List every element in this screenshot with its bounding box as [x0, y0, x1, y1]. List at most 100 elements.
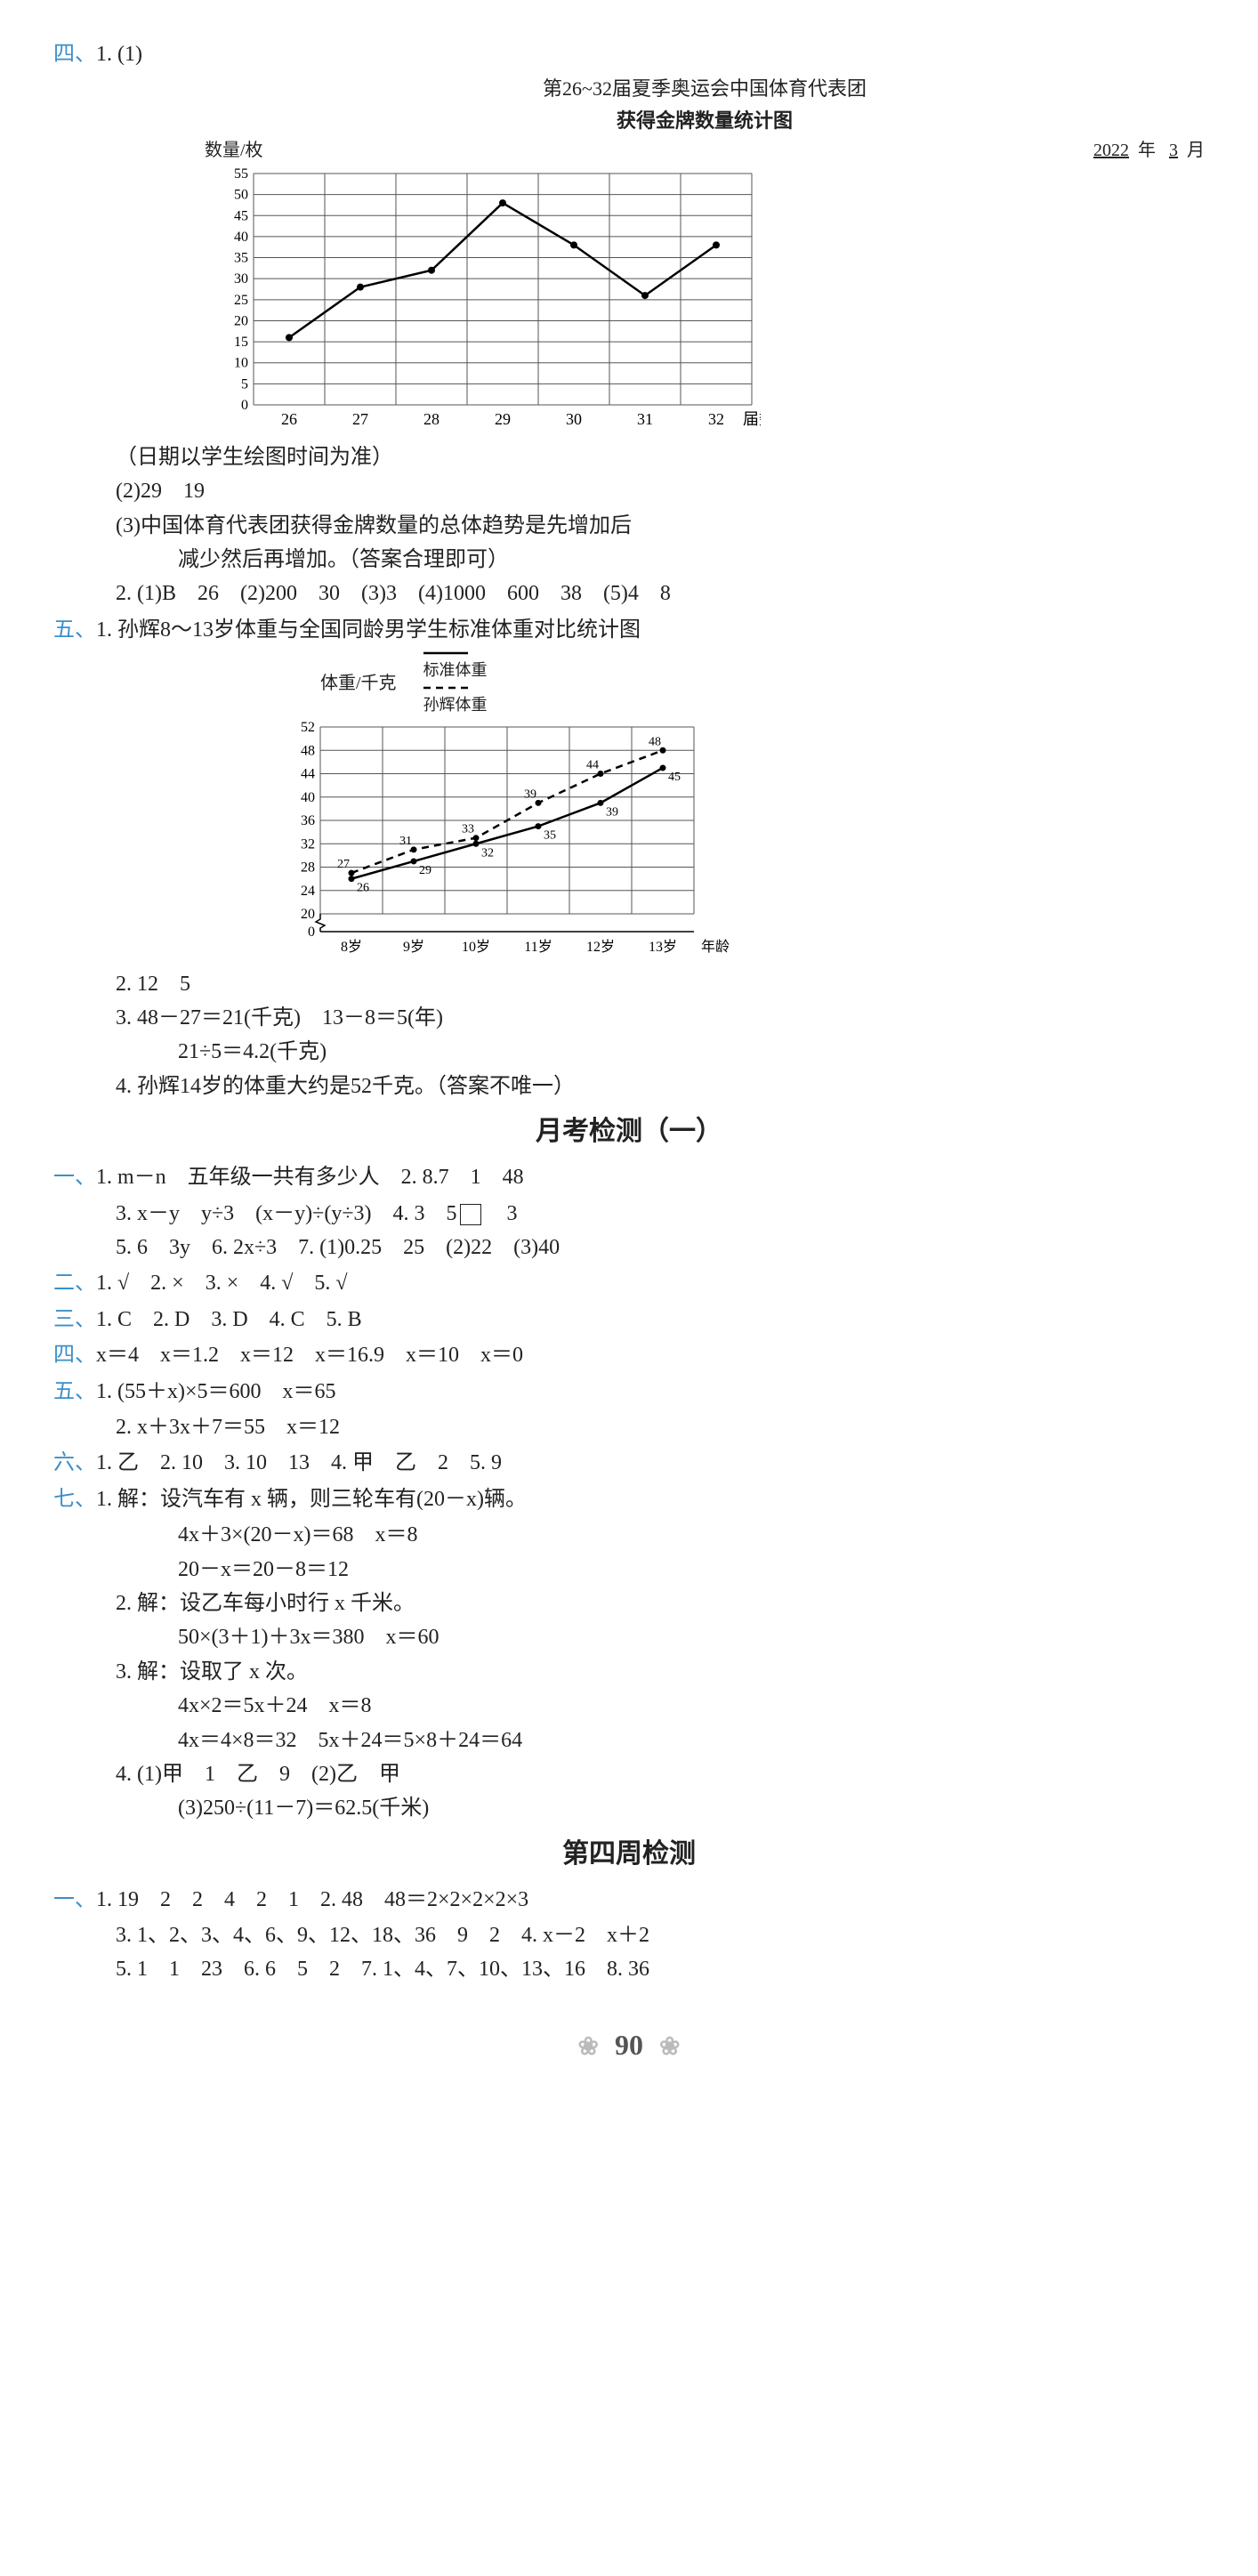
svg-text:40: 40 [234, 230, 248, 245]
svg-text:35: 35 [234, 250, 248, 265]
svg-text:0: 0 [308, 925, 315, 940]
chart1-year: 2022 [1085, 141, 1138, 160]
m-s1-l5: 5. 6 3y 6. 2x÷3 7. (1)0.25 25 (2)22 (3)4… [53, 1231, 1205, 1264]
w4-s1: 一、 1. 19 2 2 4 2 1 2. 48 48＝2×2×2×2×3 [53, 1883, 1205, 1917]
w4-s1-l1: 1. 19 2 2 4 2 1 2. 48 48＝2×2×2×2×3 [96, 1883, 528, 1917]
svg-text:44: 44 [301, 766, 315, 781]
page-number-value: 90 [615, 2029, 643, 2061]
svg-text:10: 10 [234, 355, 248, 370]
chart1-svg: 051015202530354045505526272829303132届数 [205, 165, 761, 440]
svg-text:29: 29 [495, 410, 511, 428]
m-s1-label: 一、 [53, 1160, 96, 1194]
m-s7-l1a: 4x＋3×(20－x)＝68 x＝8 [53, 1518, 1205, 1552]
chart1-container: 第26~32届夏季奥运会中国体育代表团 获得金牌数量统计图 数量/枚 2022年… [205, 73, 1205, 440]
svg-text:44: 44 [586, 758, 599, 771]
m-s5-l1: 1. (55＋x)×5＝600 x＝65 [96, 1375, 336, 1409]
m-s1-l1: 1. m－n 五年级一共有多少人 2. 8.7 1 48 [96, 1160, 524, 1194]
svg-text:26: 26 [357, 881, 369, 894]
sec4-label: 四、 [53, 37, 96, 71]
svg-text:12岁: 12岁 [586, 939, 615, 955]
m-s6-l: 1. 乙 2. 10 3. 10 13 4. 甲 乙 2 5. 9 [96, 1446, 502, 1480]
m-s7-l3: 3. 解：设取了 x 次。 [53, 1655, 1205, 1689]
svg-text:20: 20 [301, 907, 315, 922]
chart1-title1: 第26~32届夏季奥运会中国体育代表团 [205, 73, 1205, 104]
svg-text:25: 25 [234, 293, 248, 308]
m-s3: 三、 1. C 2. D 3. D 4. C 5. B [53, 1303, 1205, 1336]
m-s5-l2: 2. x＋3x＋7＝55 x＝12 [53, 1410, 1205, 1444]
chart2-yaxis-label: 体重/千克 [320, 669, 397, 698]
sec4-1-3b: 减少然后再增加。（答案合理即可） [53, 543, 1205, 577]
m-s2-l: 1. √ 2. × 3. × 4. √ 5. √ [96, 1266, 348, 1300]
chart1-yaxis-label: 数量/枚 [205, 136, 263, 165]
m-s7-l3b: 4x＝4×8＝32 5x＋24＝5×8＋24＝64 [53, 1724, 1205, 1757]
sec5-1-label: 1. [96, 613, 112, 647]
svg-text:45: 45 [668, 771, 681, 784]
m-s5: 五、 1. (55＋x)×5＝600 x＝65 [53, 1375, 1205, 1409]
svg-text:28: 28 [301, 860, 315, 875]
chart1-date: 2022年 3月 [1085, 136, 1205, 165]
m-s7-l3a: 4x×2＝5x＋24 x＝8 [53, 1689, 1205, 1723]
sec4-1-1-label: (1) [117, 37, 142, 71]
chart2-legend: 标准体重 孙辉体重 [423, 649, 488, 718]
svg-text:10岁: 10岁 [462, 939, 490, 955]
svg-text:30: 30 [234, 271, 248, 287]
deco-left: ❀ [569, 2033, 608, 2061]
svg-text:39: 39 [606, 805, 618, 819]
svg-text:27: 27 [352, 410, 368, 428]
sec5-4: 4. 孙辉14岁的体重大约是52千克。（答案不唯一） [53, 1070, 1205, 1103]
sec4-header: 四、 1. (1) [53, 37, 1205, 71]
svg-text:15: 15 [234, 335, 248, 350]
week4-heading: 第四周检测 [53, 1833, 1205, 1876]
m-s7-label: 七、 [53, 1482, 96, 1516]
chart2-container: 体重/千克 标准体重 孙辉体重 20242832364044485208岁9岁1… [276, 649, 1205, 967]
svg-text:32: 32 [301, 836, 315, 852]
svg-text:24: 24 [301, 883, 315, 898]
m-s1-l3: 3. x－y y÷3 (x－y)÷(y÷3) 4. 3 5 3 [53, 1197, 1205, 1231]
svg-text:27: 27 [337, 858, 350, 871]
sec5-3b: 21÷5＝4.2(千克) [53, 1035, 1205, 1069]
svg-text:39: 39 [524, 787, 536, 801]
m-s4-label: 四、 [53, 1338, 96, 1372]
sec5-3a: 3. 48－27＝21(千克) 13－8＝5(年) [53, 1001, 1205, 1035]
page-number: ❀ 90 ❀ [53, 2023, 1205, 2068]
svg-text:5: 5 [241, 376, 248, 392]
svg-text:13岁: 13岁 [649, 939, 677, 955]
svg-text:30: 30 [566, 410, 582, 428]
m-s5-label: 五、 [53, 1375, 96, 1409]
w4-s1-l5: 5. 1 1 23 6. 6 5 2 7. 1、4、7、10、13、16 8. … [53, 1952, 1205, 1986]
m-s7-l1: 1. 解：设汽车有 x 辆，则三轮车有(20－x)辆。 [96, 1482, 527, 1516]
chart1-title2: 获得金牌数量统计图 [205, 105, 1205, 136]
m-s3-label: 三、 [53, 1303, 96, 1336]
sec5-label: 五、 [53, 613, 96, 647]
sec4-1-label: 1. [96, 37, 112, 71]
m-s6: 六、 1. 乙 2. 10 3. 10 13 4. 甲 乙 2 5. 9 [53, 1446, 1205, 1480]
sec4-2: 2. (1)B 26 (2)200 30 (3)3 (4)1000 600 38… [53, 577, 1205, 610]
m-s6-label: 六、 [53, 1446, 96, 1480]
m-s7-l4: 4. (1)甲 1 乙 9 (2)乙 甲 [53, 1757, 1205, 1791]
svg-text:32: 32 [481, 846, 494, 860]
svg-text:52: 52 [301, 720, 315, 735]
sec5-1-title: 孙辉8～13岁体重与全国同龄男学生标准体重对比统计图 [117, 613, 641, 647]
svg-text:50: 50 [234, 187, 248, 202]
box-icon [460, 1204, 481, 1225]
m-s7: 七、 1. 解：设汽车有 x 辆，则三轮车有(20－x)辆。 [53, 1482, 1205, 1516]
w4-s1-label: 一、 [53, 1883, 96, 1917]
legend-std: 标准体重 [423, 661, 488, 679]
svg-text:0: 0 [241, 398, 248, 413]
svg-text:26: 26 [281, 410, 297, 428]
svg-text:40: 40 [301, 789, 315, 804]
svg-text:32: 32 [708, 410, 724, 428]
deco-right: ❀ [650, 2033, 689, 2061]
svg-text:35: 35 [544, 828, 556, 842]
m-s3-l: 1. C 2. D 3. D 4. C 5. B [96, 1303, 362, 1336]
svg-text:9岁: 9岁 [403, 939, 424, 955]
svg-text:48: 48 [301, 743, 315, 758]
m-s7-l2a: 50×(3＋1)＋3x＝380 x＝60 [53, 1620, 1205, 1654]
svg-text:28: 28 [423, 410, 439, 428]
svg-text:33: 33 [462, 822, 474, 836]
chart1-month: 3 [1160, 141, 1187, 160]
m-s2-label: 二、 [53, 1266, 96, 1300]
svg-text:届数: 届数 [743, 410, 761, 428]
sec4-1-3a: (3)中国体育代表团获得金牌数量的总体趋势是先增加后 [53, 509, 1205, 543]
svg-text:8岁: 8岁 [341, 939, 362, 955]
